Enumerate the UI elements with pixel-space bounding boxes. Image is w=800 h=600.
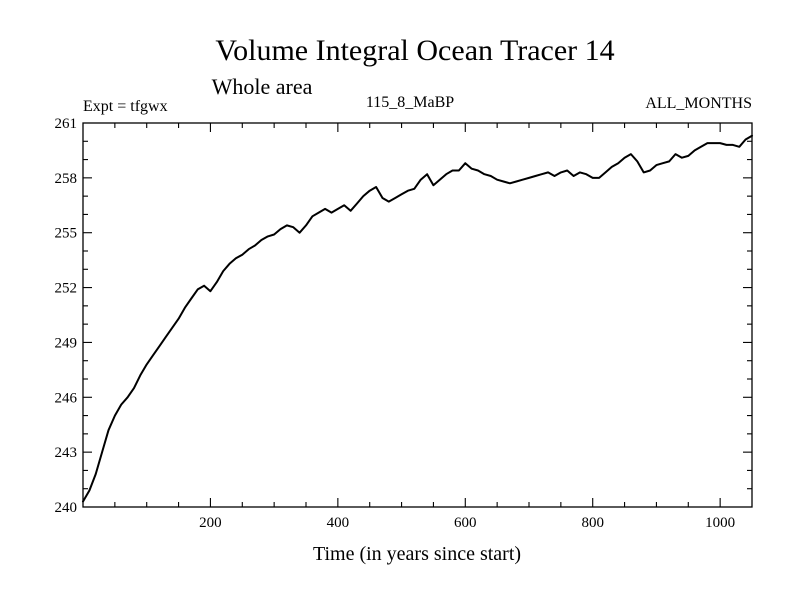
- y-tick-label: 255: [55, 226, 78, 242]
- annotation-months: ALL_MONTHS: [645, 95, 752, 112]
- chart-title: Volume Integral Ocean Tracer 14: [215, 34, 614, 67]
- y-tick-label: 252: [55, 281, 78, 297]
- x-tick-label: 1000: [705, 515, 735, 531]
- y-tick-label: 249: [55, 335, 78, 351]
- plot-frame: [82, 122, 753, 508]
- x-axis-label: Time (in years since start): [313, 543, 521, 565]
- x-tick-label: 600: [454, 515, 477, 531]
- annotation-period: 115_8_MaBP: [366, 94, 454, 111]
- y-tick-label: 240: [55, 500, 78, 516]
- y-axis: 240 243 246 249 252 255 258 261: [55, 116, 752, 516]
- chart-subtitle: Whole area: [212, 74, 313, 99]
- x-tick-label: 800: [581, 515, 604, 531]
- y-tick-label: 258: [55, 171, 78, 187]
- series-layer: [82, 134, 753, 503]
- y-tick-label: 243: [55, 445, 78, 461]
- x-axis: 200 400 600 800 1000: [114, 123, 735, 531]
- series-line: [82, 134, 753, 503]
- x-tick-label: 200: [199, 515, 222, 531]
- y-tick-label: 246: [55, 390, 78, 406]
- y-tick-label: 261: [55, 116, 78, 132]
- annotation-experiment: Expt = tfgwx: [83, 98, 168, 115]
- x-tick-label: 400: [327, 515, 350, 531]
